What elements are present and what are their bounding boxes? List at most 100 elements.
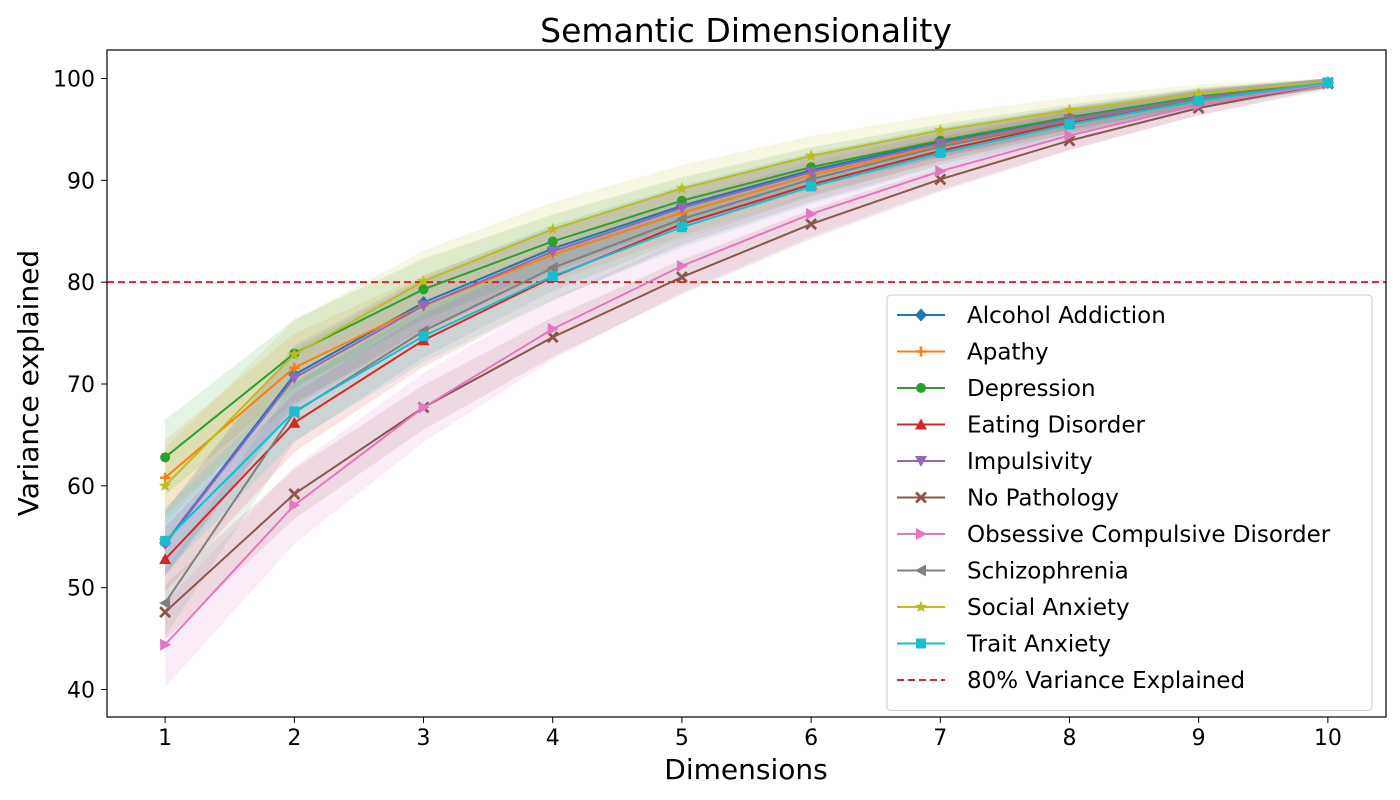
data-point-impulsivity bbox=[805, 167, 818, 179]
legend-entry-no-pathology: No Pathology bbox=[897, 486, 1119, 512]
legend-marker bbox=[914, 600, 928, 613]
data-point-trait-anxiety bbox=[935, 147, 946, 158]
band-eating-disorder bbox=[165, 78, 1328, 592]
data-point-trait-anxiety bbox=[547, 271, 558, 282]
y-tick-label: 40 bbox=[67, 679, 95, 704]
legend-label: Impulsivity bbox=[967, 449, 1093, 475]
legend-entry-social-anxiety: Social Anxiety bbox=[897, 595, 1130, 621]
data-point-trait-anxiety bbox=[1322, 77, 1333, 88]
data-point-trait-anxiety bbox=[289, 406, 300, 417]
y-tick-label: 50 bbox=[67, 577, 95, 602]
y-tick-label: 100 bbox=[53, 68, 95, 93]
legend-label: Social Anxiety bbox=[967, 595, 1130, 621]
x-tick-label: 3 bbox=[417, 726, 431, 751]
data-point-trait-anxiety bbox=[418, 331, 429, 342]
legend-marker bbox=[916, 638, 926, 649]
x-tick-label: 7 bbox=[933, 726, 947, 751]
data-point-impulsivity bbox=[675, 202, 688, 214]
data-point-social-anxiety bbox=[804, 149, 818, 162]
x-tick-label: 5 bbox=[675, 726, 689, 751]
axis-ticks: 1 2 3 4 5 6 7 8 9 10 40 50 60 70 80 90 100 bbox=[53, 68, 1342, 751]
legend-marker bbox=[916, 528, 927, 540]
legend-marker bbox=[915, 308, 927, 322]
band-social-anxiety bbox=[165, 78, 1328, 524]
legend-label: No Pathology bbox=[967, 486, 1119, 512]
series-obsessive-compulsive-disorder bbox=[160, 77, 1334, 651]
plot-area-frame bbox=[106, 49, 1387, 718]
series-line-depression bbox=[164, 81, 1329, 459]
data-point-no-pathology bbox=[805, 218, 818, 231]
data-point-eating-disorder bbox=[159, 553, 172, 565]
y-tick-label: 60 bbox=[67, 475, 95, 500]
y-axis-label: Variance explained bbox=[12, 250, 45, 516]
data-point-trait-anxiety bbox=[806, 181, 817, 192]
data-point-social-anxiety bbox=[675, 182, 689, 194]
series-line-no-pathology bbox=[164, 82, 1329, 613]
x-tick-label: 1 bbox=[158, 726, 172, 751]
legend-entry-threshold: 80% Variance Explained bbox=[897, 668, 1245, 694]
data-point-no-pathology bbox=[288, 487, 301, 500]
data-point-social-anxiety bbox=[159, 479, 172, 492]
data-point-impulsivity bbox=[288, 372, 301, 384]
band-trait-anxiety bbox=[165, 78, 1328, 574]
legend-label: 80% Variance Explained bbox=[967, 668, 1245, 694]
data-point-trait-anxiety bbox=[160, 535, 171, 546]
legend-label: Depression bbox=[967, 376, 1096, 402]
data-point-eating-disorder bbox=[288, 416, 301, 428]
data-point-obsessive-compulsive-disorder bbox=[547, 323, 559, 336]
y-tick-label: 70 bbox=[67, 373, 95, 398]
x-tick-label: 4 bbox=[546, 726, 560, 751]
series-line-schizophrenia bbox=[164, 81, 1329, 604]
band-impulsivity bbox=[165, 78, 1328, 577]
data-point-obsessive-compulsive-disorder bbox=[676, 259, 688, 272]
legend-entry-depression: Depression bbox=[897, 376, 1096, 402]
data-point-schizophrenia bbox=[675, 213, 687, 226]
series-line-obsessive-compulsive-disorder bbox=[164, 82, 1329, 646]
legend-marker bbox=[915, 456, 927, 467]
data-point-social-anxiety bbox=[288, 348, 301, 360]
legend-marker bbox=[916, 346, 926, 357]
x-tick-label: 2 bbox=[287, 726, 301, 751]
chart-title: Semantic Dimensionality bbox=[540, 11, 952, 50]
y-tick-label: 80 bbox=[67, 271, 95, 296]
legend-entry-schizophrenia: Schizophrenia bbox=[897, 559, 1129, 585]
data-point-obsessive-compulsive-disorder bbox=[806, 207, 818, 220]
data-point-impulsivity bbox=[546, 246, 559, 258]
legend-entry-impulsivity: Impulsivity bbox=[897, 449, 1093, 475]
legend-label: Alcohol Addiction bbox=[967, 303, 1166, 329]
data-point-obsessive-compulsive-disorder bbox=[935, 165, 947, 178]
data-point-no-pathology bbox=[675, 271, 688, 284]
data-point-social-anxiety bbox=[546, 222, 559, 235]
x-tick-label: 8 bbox=[1062, 726, 1076, 751]
data-point-trait-anxiety bbox=[1064, 119, 1075, 130]
legend-marker bbox=[915, 418, 927, 430]
legend-entry-obsessive-compulsive-disorder: Obsessive Compulsive Disorder bbox=[897, 522, 1331, 548]
series-line-social-anxiety bbox=[164, 80, 1328, 487]
data-point-impulsivity bbox=[417, 300, 430, 312]
data-point-obsessive-compulsive-disorder bbox=[418, 401, 430, 414]
x-axis-label: Dimensions bbox=[664, 753, 827, 786]
data-point-obsessive-compulsive-disorder bbox=[289, 499, 301, 512]
legend-label: Apathy bbox=[967, 340, 1049, 366]
data-point-apathy bbox=[289, 362, 300, 373]
legend-entry-eating-disorder: Eating Disorder bbox=[897, 413, 1145, 439]
data-point-depression bbox=[160, 452, 171, 463]
data-point-social-anxiety bbox=[1192, 87, 1205, 99]
data-point-no-pathology bbox=[159, 606, 172, 619]
data-point-depression bbox=[547, 236, 558, 247]
band-depression bbox=[165, 78, 1328, 495]
data-point-trait-anxiety bbox=[676, 222, 687, 233]
legend-box bbox=[886, 294, 1373, 711]
data-point-schizophrenia bbox=[159, 596, 171, 609]
legend-marker bbox=[915, 564, 926, 577]
legend-label: Obsessive Compulsive Disorder bbox=[967, 522, 1331, 548]
data-point-schizophrenia bbox=[546, 261, 558, 274]
x-tick-label: 9 bbox=[1192, 726, 1206, 751]
data-point-social-anxiety bbox=[1063, 103, 1076, 116]
legend-marker bbox=[915, 491, 927, 504]
series-line-impulsivity bbox=[164, 81, 1329, 545]
band-alcohol-addiction bbox=[165, 78, 1328, 576]
series-social-anxiety bbox=[159, 75, 1334, 492]
data-point-obsessive-compulsive-disorder bbox=[160, 638, 172, 651]
